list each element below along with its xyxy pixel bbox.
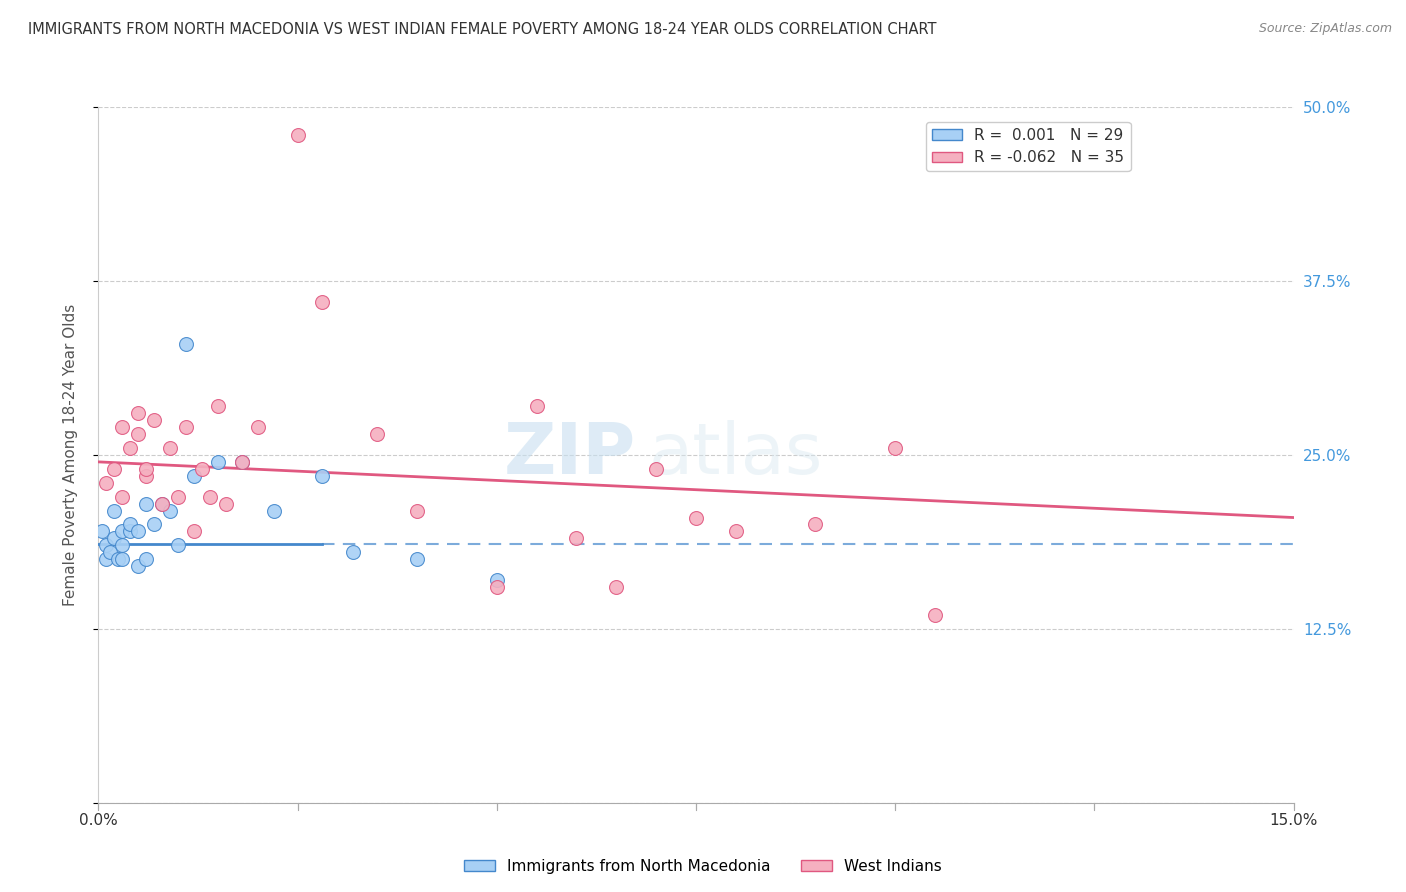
Y-axis label: Female Poverty Among 18-24 Year Olds: Female Poverty Among 18-24 Year Olds <box>63 304 77 606</box>
Point <box>100 545 122 559</box>
Point <box>91 524 114 539</box>
Point <box>103 503 125 517</box>
Point <box>342 545 364 559</box>
Point <box>724 524 747 539</box>
Point <box>804 517 827 532</box>
Point <box>231 455 253 469</box>
Text: IMMIGRANTS FROM NORTH MACEDONIA VS WEST INDIAN FEMALE POVERTY AMONG 18-24 YEAR O: IMMIGRANTS FROM NORTH MACEDONIA VS WEST … <box>28 22 936 37</box>
Point <box>924 607 946 622</box>
Point <box>143 413 166 427</box>
Point <box>111 552 134 566</box>
Point <box>150 497 173 511</box>
Point <box>120 524 142 539</box>
Legend: R =  0.001   N = 29, R = -0.062   N = 35: R = 0.001 N = 29, R = -0.062 N = 35 <box>925 121 1130 171</box>
Point <box>120 517 142 532</box>
Point <box>183 468 205 483</box>
Point <box>127 427 149 442</box>
Point <box>263 503 285 517</box>
Point <box>485 580 508 594</box>
Point <box>287 128 309 142</box>
Point <box>231 455 253 469</box>
Point <box>526 399 548 413</box>
Point <box>159 441 181 455</box>
Point <box>215 497 238 511</box>
Point <box>120 441 142 455</box>
Point <box>103 462 125 476</box>
Point <box>246 420 269 434</box>
Point <box>884 441 907 455</box>
Point <box>207 455 229 469</box>
Point <box>685 510 707 524</box>
Point <box>111 490 134 504</box>
Point <box>406 552 429 566</box>
Point <box>111 524 134 539</box>
Point <box>174 420 197 434</box>
Point <box>96 538 118 552</box>
Point <box>135 468 157 483</box>
Point <box>150 497 173 511</box>
Point <box>167 538 190 552</box>
Point <box>191 462 214 476</box>
Point <box>135 552 157 566</box>
Point <box>127 406 149 420</box>
Point <box>198 490 221 504</box>
Point <box>111 538 134 552</box>
Text: atlas: atlas <box>648 420 823 490</box>
Point <box>96 475 118 490</box>
Point <box>167 490 190 504</box>
Point <box>645 462 668 476</box>
Point <box>135 462 157 476</box>
Point <box>135 497 157 511</box>
Point <box>159 503 181 517</box>
Point <box>174 336 197 351</box>
Text: Source: ZipAtlas.com: Source: ZipAtlas.com <box>1258 22 1392 36</box>
Point <box>103 532 125 546</box>
Point <box>311 294 333 309</box>
Legend: Immigrants from North Macedonia, West Indians: Immigrants from North Macedonia, West In… <box>458 853 948 880</box>
Point <box>311 468 333 483</box>
Point <box>565 532 588 546</box>
Point <box>111 420 134 434</box>
Point <box>107 552 129 566</box>
Point <box>207 399 229 413</box>
Point <box>127 524 149 539</box>
Point <box>406 503 429 517</box>
Point <box>183 524 205 539</box>
Text: ZIP: ZIP <box>503 420 637 490</box>
Point <box>485 573 508 587</box>
Point <box>366 427 388 442</box>
Point <box>127 559 149 574</box>
Point <box>96 552 118 566</box>
Point <box>605 580 627 594</box>
Point <box>143 517 166 532</box>
